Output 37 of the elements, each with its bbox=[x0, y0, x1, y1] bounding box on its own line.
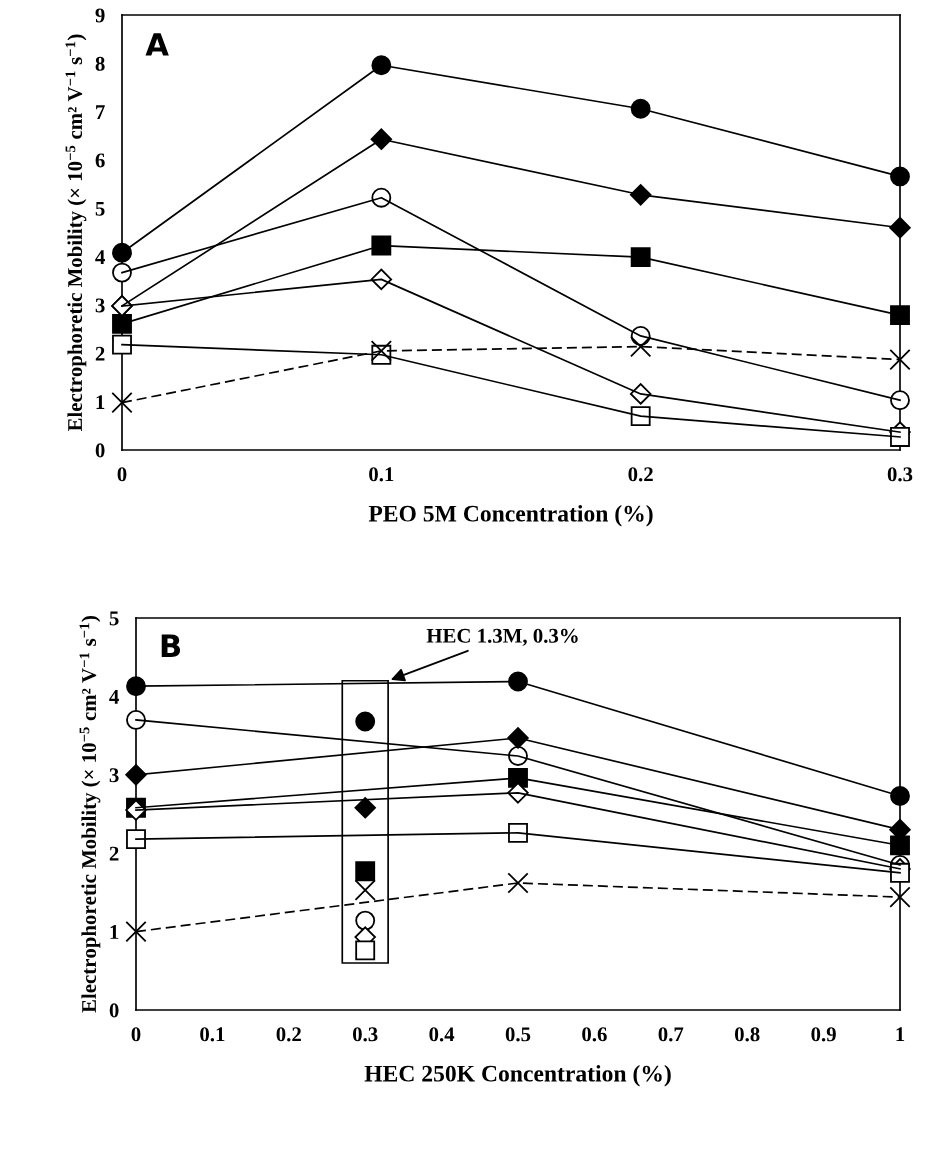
x-tick-label: 0.6 bbox=[582, 1027, 607, 1042]
x-tick-label: 0.1 bbox=[369, 467, 394, 482]
y-tick-label: 4 bbox=[109, 689, 119, 704]
annotation: B bbox=[161, 634, 181, 657]
x-tick-label: 0.4 bbox=[429, 1027, 455, 1042]
annotation: HEC 1.3M, 0.3% bbox=[426, 628, 578, 646]
y-axis-title: Electrophoretic Mobility (× 10$^{−5}$ cm² V$^{−1}$ s$^{−1}$) bbox=[79, 616, 101, 1013]
y-tick-label: 3 bbox=[109, 768, 119, 783]
x-tick-label: 0.7 bbox=[658, 1027, 684, 1042]
y-axis-title: Electrophoretic Mobility (× 10$^{−5}$ cm² V$^{−1}$ s$^{−1}$) bbox=[65, 34, 87, 432]
x-tick-label: 0.2 bbox=[628, 467, 653, 482]
y-tick-label: 0 bbox=[95, 443, 105, 458]
x-tick-label: 0 bbox=[131, 1027, 141, 1042]
x-tick-label: 0.1 bbox=[200, 1027, 225, 1042]
y-tick-label: 2 bbox=[95, 346, 105, 361]
y-tick-label: 5 bbox=[109, 611, 119, 626]
x-tick-label: 0.8 bbox=[734, 1027, 760, 1042]
y-tick-label: 3 bbox=[95, 298, 105, 313]
x-tick-label: 0.5 bbox=[505, 1027, 531, 1042]
x-axis-title: HEC 250K Concentration (%) bbox=[364, 1065, 671, 1087]
y-tick-label: 6 bbox=[95, 153, 105, 168]
y-tick-label: 4 bbox=[95, 250, 105, 264]
y-tick-label: 1 bbox=[110, 925, 119, 939]
x-tick-label: 0.3 bbox=[887, 467, 913, 482]
y-tick-label: 5 bbox=[95, 201, 105, 216]
y-tick-label: 1 bbox=[96, 395, 105, 409]
y-tick-label: 2 bbox=[109, 846, 119, 861]
x-axis-title: PEO 5M Concentration (%) bbox=[368, 505, 653, 527]
x-tick-label: 0.2 bbox=[276, 1027, 301, 1042]
x-tick-label: 0.3 bbox=[352, 1027, 378, 1042]
x-tick-label: 1 bbox=[896, 1027, 905, 1042]
y-tick-label: 7 bbox=[96, 105, 105, 119]
y-tick-label: 8 bbox=[95, 56, 105, 71]
y-tick-label: 9 bbox=[95, 8, 105, 23]
y-tick-label: 0 bbox=[109, 1003, 119, 1018]
annotation: A bbox=[145, 33, 169, 56]
x-tick-label: 0.9 bbox=[811, 1027, 836, 1042]
